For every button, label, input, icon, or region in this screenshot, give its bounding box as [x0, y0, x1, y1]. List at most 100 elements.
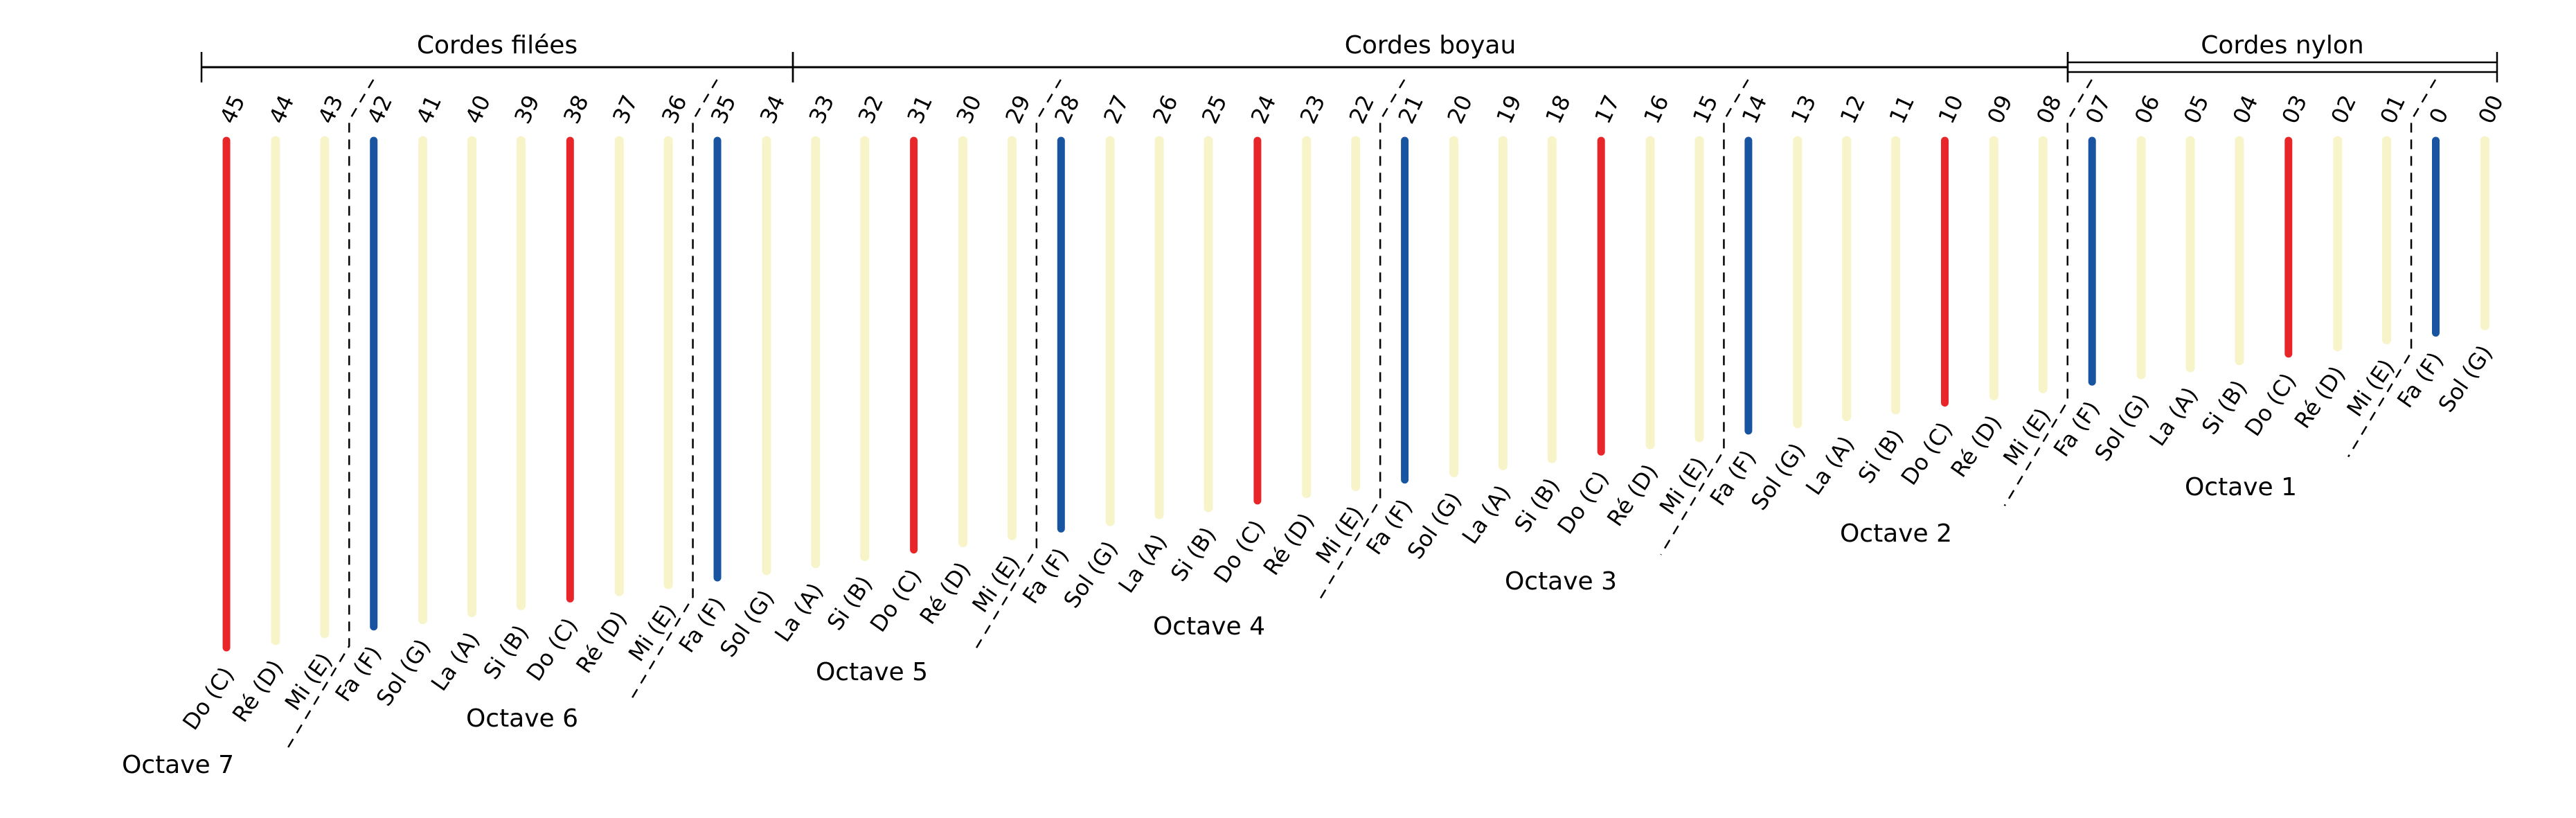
string-05: 05 La (A) — [2144, 91, 2214, 451]
string-number: 14 — [1737, 91, 1773, 127]
string-note: Mi (E) — [2341, 354, 2399, 421]
string-number: 35 — [706, 91, 742, 127]
string-12: 12 La (A) — [1800, 91, 1870, 499]
string-note: Sol (G) — [2089, 389, 2154, 466]
string-note: Sol (G) — [2433, 340, 2497, 417]
string-number: 43 — [313, 91, 349, 127]
octave-label: Octave 7 — [122, 751, 234, 779]
string-number: 11 — [1884, 91, 1920, 127]
string-note: Sol (G) — [1058, 536, 1122, 613]
string-number: 02 — [2326, 91, 2362, 127]
string-34: 34 Sol (G) — [715, 91, 790, 661]
string-37: 37 Ré (D) — [571, 91, 643, 678]
string-note: La (A) — [769, 578, 828, 647]
string-29: 29 Mi (E) — [967, 91, 1036, 617]
string-number: 15 — [1688, 91, 1724, 127]
string-number: 36 — [656, 91, 692, 127]
string-number: 34 — [755, 91, 791, 127]
string-number: 29 — [1000, 91, 1036, 127]
string-number: 44 — [264, 91, 300, 127]
string-note: Ré (D) — [571, 606, 632, 678]
string-number: 24 — [1246, 91, 1282, 127]
string-number: 39 — [509, 91, 545, 127]
string-13: 13 Sol (G) — [1746, 91, 1821, 515]
string-note: Sol (G) — [715, 585, 779, 662]
string-44: 44 Ré (D) — [227, 91, 300, 727]
string-note: Ré (D) — [227, 655, 289, 727]
octave-label: Octave 3 — [1505, 567, 1617, 596]
string-number: 25 — [1197, 91, 1233, 127]
string-0: 0Fa (F) — [2392, 104, 2453, 413]
octave-divider — [972, 79, 1062, 653]
string-note: Ré (D) — [1602, 459, 1663, 531]
octave-divider — [1660, 79, 1749, 555]
string-note: Do (C) — [521, 613, 582, 686]
string-number: 07 — [2080, 91, 2116, 127]
string-22: 22 Mi (E) — [1310, 91, 1379, 568]
string-number: 22 — [1344, 91, 1380, 127]
string-note: La (A) — [2144, 382, 2203, 451]
string-number: 21 — [1393, 91, 1429, 127]
section-bracket: Cordes boyau — [791, 31, 2069, 82]
string-number: 08 — [2031, 91, 2067, 127]
string-number: 18 — [1540, 91, 1576, 127]
string-02: 02 Ré (D) — [2289, 91, 2362, 433]
string-45: 45 Do (C) — [177, 91, 250, 734]
string-note: Mi (E) — [1310, 501, 1368, 568]
string-number: 45 — [215, 91, 251, 127]
string-number: 09 — [1982, 91, 2018, 127]
string-41: 41 Sol (G) — [371, 91, 447, 711]
string-23: 23 Ré (D) — [1258, 91, 1331, 580]
octave-divider — [629, 79, 718, 702]
string-note: Mi (E) — [967, 550, 1025, 617]
string-number: 06 — [2129, 91, 2165, 127]
string-note: Do (C) — [1208, 515, 1270, 588]
string-09: 09 Ré (D) — [1945, 91, 2018, 482]
string-number: 30 — [951, 91, 987, 127]
string-43: 43 Mi (E) — [280, 91, 349, 715]
string-note: Ré (D) — [2289, 361, 2351, 433]
string-note: Do (C) — [865, 564, 927, 637]
string-number: 37 — [607, 91, 643, 127]
string-number: 00 — [2473, 91, 2509, 127]
string-note: Mi (E) — [623, 599, 681, 666]
string-17: 17 Do (C) — [1552, 91, 1625, 539]
string-note: Mi (E) — [1998, 403, 2056, 470]
string-27: 27 Sol (G) — [1058, 91, 1134, 612]
string-31: 31 Do (C) — [865, 91, 938, 637]
string-number: 05 — [2179, 91, 2215, 127]
section-label: Cordes boyau — [1345, 31, 1517, 60]
string-note: Mi (E) — [1654, 452, 1712, 519]
string-number: 0 — [2424, 104, 2453, 128]
octave-divider — [285, 79, 375, 752]
string-40: 40 La (A) — [426, 91, 496, 695]
string-number: 17 — [1589, 91, 1625, 127]
string-number: 13 — [1786, 91, 1822, 127]
octave-label: Octave 4 — [1153, 612, 1265, 641]
string-number: 03 — [2277, 91, 2313, 127]
string-08: 08 Mi (E) — [1998, 91, 2067, 470]
string-note: Do (C) — [1552, 466, 1613, 539]
octave-dividers — [285, 79, 2437, 752]
section-label: Cordes filées — [417, 31, 578, 60]
string-note: Mi (E) — [280, 648, 338, 715]
octave-divider — [2003, 79, 2093, 506]
string-33: 33 La (A) — [769, 91, 839, 646]
string-19: 19 La (A) — [1457, 91, 1527, 549]
section-bracket: Cordes filées — [200, 31, 794, 82]
string-24: 24 Do (C) — [1208, 91, 1281, 587]
string-note: Sol (G) — [371, 634, 436, 711]
section-bracket: Cordes nylon — [2066, 31, 2498, 82]
octave-label: Octave 2 — [1840, 519, 1952, 548]
string-number: 41 — [411, 91, 447, 127]
